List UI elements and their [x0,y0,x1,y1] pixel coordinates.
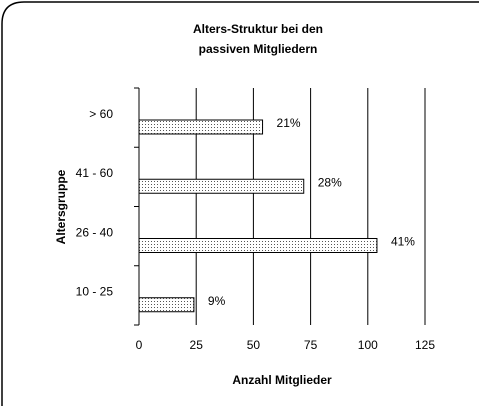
data-label: 21% [277,116,301,130]
y-tick-label: > 60 [89,107,113,121]
x-tick-label: 0 [136,338,143,352]
x-tick-label: 100 [358,338,378,352]
y-axis-title: Altersgruppe [54,169,68,244]
x-tick-label: 125 [415,338,435,352]
x-tick-label: 50 [247,338,261,352]
chart-title: Alters-Struktur bei den [193,22,323,36]
chart-title: passiven Mitgliedern [199,42,318,56]
data-label-bg [270,113,307,138]
y-tick-label: 41 - 60 [76,166,114,180]
data-label-bg [201,291,238,316]
x-tick-label: 25 [190,338,204,352]
y-tick-label: 26 - 40 [76,225,114,239]
bar [138,297,195,313]
x-axis-title: Anzahl Mitglieder [232,373,332,387]
y-tick-label: 10 - 25 [76,285,114,299]
data-label-bg [384,232,421,257]
bar [138,119,264,135]
data-label: 9% [208,294,226,308]
data-label: 28% [318,175,342,189]
data-label: 41% [391,235,415,249]
x-tick-label: 75 [304,338,318,352]
data-label-bg [311,173,348,198]
bar [138,237,378,253]
bar [138,178,305,194]
